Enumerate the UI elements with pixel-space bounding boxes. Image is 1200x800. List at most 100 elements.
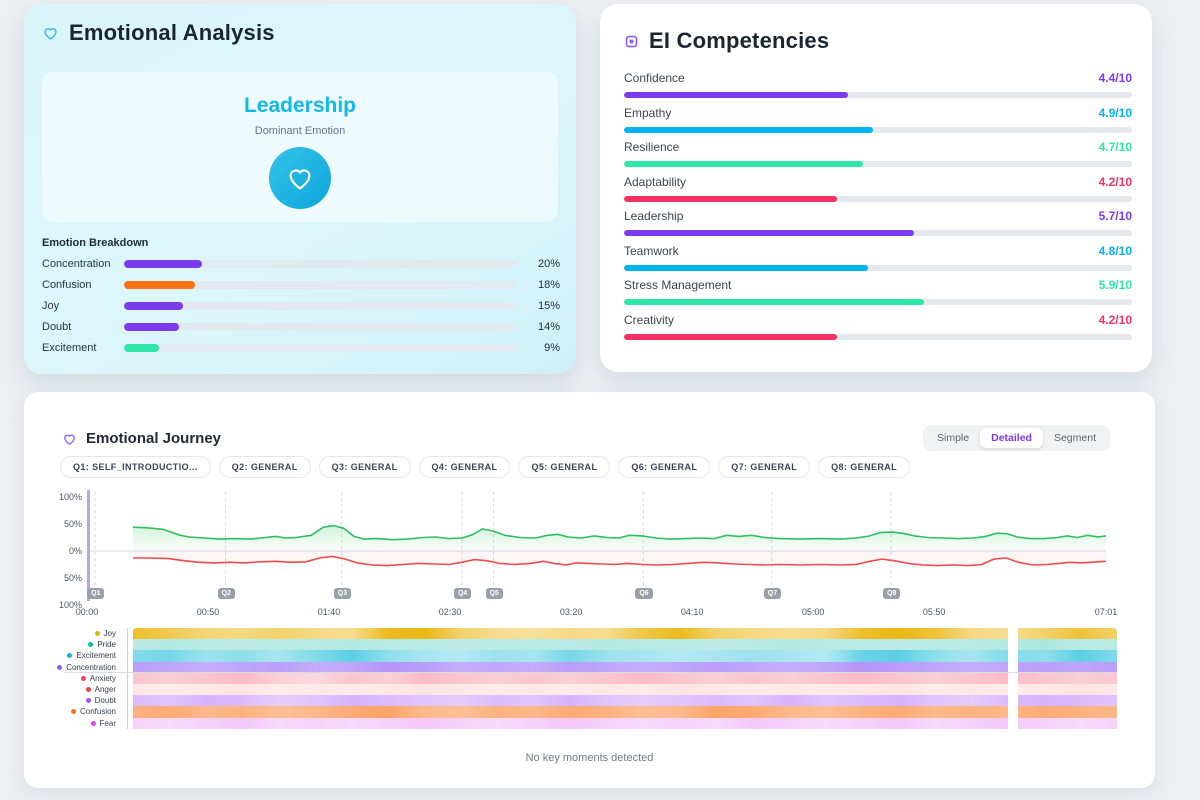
emotional-analysis-header: Emotional Analysis [42,20,275,46]
card-title: EI Competencies [649,28,830,53]
x-tick-label: 00:50 [196,607,220,617]
heart-icon [44,28,57,40]
competency-bar-track [624,126,1132,133]
heatmap-band-anger [133,683,1117,696]
question-chip-q5[interactable]: Q5: GENERAL [518,456,611,478]
emotion-bar-track [124,259,516,268]
emotion-bar-track [124,322,516,331]
heatmap-legend-row: Anxiety [24,673,124,684]
emotion-breakdown-title: Emotion Breakdown [42,237,149,249]
heatmap-legend: Joy Pride Excitement Concentration Anxiety An… [24,628,124,729]
competency-bar-fill [624,126,873,133]
competency-row: Leadership 5.7/10 [624,208,1132,243]
emotion-bar-track [124,280,516,289]
emotion-label: Concentration [42,257,111,270]
emotion-label: Confusion [42,278,92,291]
competency-label: Stress Management [624,278,732,292]
emotion-bar-fill [124,301,183,310]
emotion-value: 18% [537,278,560,291]
competency-score: 4.2/10 [1098,312,1132,327]
emotion-label: Excitement [42,341,97,354]
question-chip-q3[interactable]: Q3: GENERAL [318,456,411,478]
legend-dot [85,698,91,704]
emotion-bar-track [124,343,516,352]
competency-label: Empathy [624,105,672,120]
legend-dot [67,653,73,659]
y-tick-label: 100% [58,492,82,502]
competency-row: Resilience 4.7/10 [624,139,1132,174]
heatmap-band-joy [133,628,1117,640]
competency-bar-track [624,230,1132,236]
heart-icon [64,434,75,445]
view-mode-simple[interactable]: Simple [926,428,980,448]
view-mode-detailed[interactable]: Detailed [980,428,1043,448]
emotion-breakdown-row: Excitement 9% [42,337,560,358]
heatmap-legend-row: Anger [24,684,124,695]
question-chip-q4[interactable]: Q4: GENERAL [418,456,511,478]
competency-row: Confidence 4.4/10 [624,70,1132,105]
emotion-bar-fill [124,280,195,289]
dominant-emotion-panel: Leadership Dominant Emotion [42,72,558,222]
competency-row: Empathy 4.9/10 [624,105,1132,140]
competency-line: Empathy 4.9/10 [624,105,1132,121]
question-marker-q8: Q8 [882,588,901,599]
competency-line: Confidence 4.4/10 [624,70,1132,86]
question-chip-q8[interactable]: Q8: GENERAL [818,456,911,478]
competency-score: 4.8/10 [1098,243,1132,258]
emotion-breakdown-row: Concentration 20% [42,253,560,274]
heatmap-axis-line [127,628,128,729]
emotion-bar-fill [124,343,160,352]
competency-line: Leadership 5.7/10 [624,208,1132,224]
competency-score: 5.7/10 [1098,209,1132,223]
competency-bar-track [624,161,1132,167]
legend-dot [94,631,100,637]
question-marker-q2: Q2 [217,588,235,599]
heatmap-legend-row: Confusion [24,706,124,717]
competency-row: Teamwork 4.8/10 [624,243,1132,278]
y-tick-label: 0% [68,546,82,556]
competency-bar-track [624,333,1132,340]
legend-dot [80,675,86,681]
heatmap-band-doubt [133,695,1117,707]
heatmap-legend-row: Pride [24,639,124,650]
competency-label: Teamwork [624,243,679,258]
empty-state-message: No key moments detected [525,752,654,764]
competency-bar-fill [624,92,848,98]
heatmap-legend-row: Joy [24,628,124,639]
emotion-label: Doubt [42,320,72,333]
y-tick-label: 50% [63,519,82,529]
competency-bar-fill [624,264,868,271]
ei-competencies-card: EI Competencies Confidence 4.4/10 Empathy 4… [600,4,1152,372]
question-chip-q7[interactable]: Q7: GENERAL [718,456,811,478]
view-mode-segment[interactable]: Segment [1043,428,1107,448]
competency-row: Creativity 4.2/10 [624,312,1132,347]
competency-label: Adaptability [624,174,687,189]
x-tick-label: 07:01 [1094,607,1118,617]
emotion-bar-track [124,301,516,310]
question-marker-q1: Q1 [87,588,105,599]
competency-label: Leadership [624,209,684,223]
emotional-analysis-card: Emotional Analysis Leadership Dominant E… [24,4,576,374]
ei-competencies-list: Confidence 4.4/10 Empathy 4.9/10 Resilience 4… [624,70,1132,346]
y-tick-label: 50% [63,573,82,583]
question-chip-q6[interactable]: Q6: GENERAL [618,456,711,478]
question-chip-q1[interactable]: Q1: SELF_INTRODUCTIO... [60,456,211,478]
competency-label: Resilience [624,140,680,154]
question-marker-q3: Q3 [333,588,352,599]
competency-bar-track [624,92,1132,98]
x-tick-label: 00:00 [75,607,99,617]
emotion-heatmap [133,627,1117,730]
x-tick-label: 01:40 [317,607,341,617]
ei-competencies-header: EI Competencies [624,28,829,54]
emotion-value: 9% [544,341,560,354]
question-chip-q2[interactable]: Q2: GENERAL [218,456,311,478]
legend-label: Joy [103,629,116,639]
heatmap-band-fear [133,717,1117,729]
heatmap-band-confusion [133,706,1117,718]
question-marker-q6: Q6 [635,588,653,599]
heatmap-band-pride [133,639,1117,651]
y-tick-label: 100% [58,600,82,610]
competency-row: Stress Management 5.9/10 [624,277,1132,312]
question-marker-q5: Q5 [485,588,503,599]
legend-dot [85,687,91,693]
